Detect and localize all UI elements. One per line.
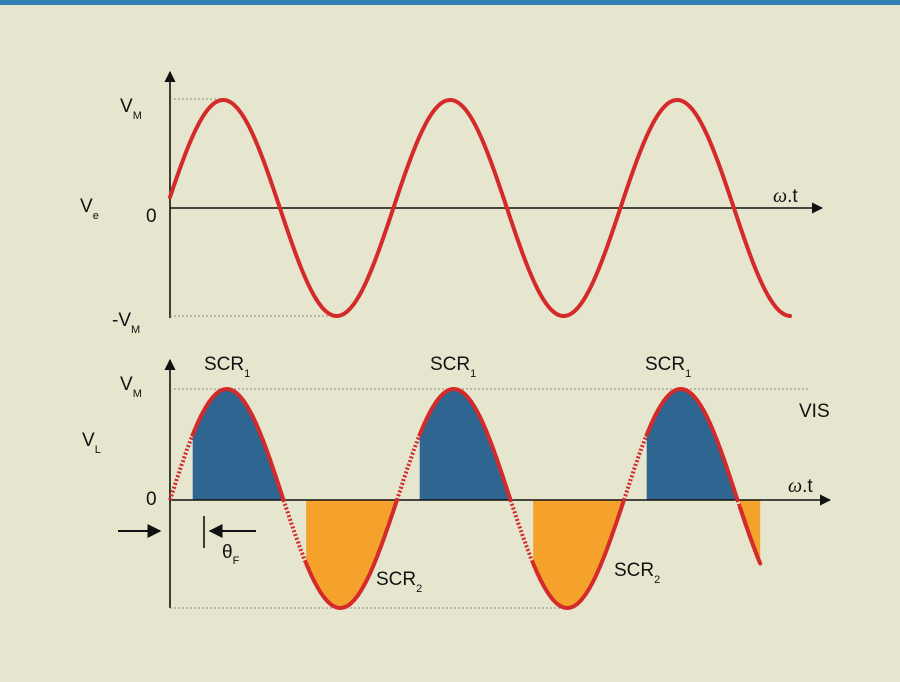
top-sine-wave [168, 98, 792, 318]
conducting-wave-segment [304, 498, 399, 611]
bottom-waveform [168, 386, 763, 611]
top-panel: VM Ve 0 -VM ω.t [80, 70, 824, 336]
blocked-wave-segment [281, 499, 309, 565]
top-y-label: Ve [80, 196, 99, 222]
vis-label: VIS [799, 401, 830, 422]
bottom-x-label: ω.t [788, 475, 813, 497]
top-vmin-label: -VM [112, 310, 140, 336]
top-accent-bar [0, 0, 900, 5]
scr1-conduction-area [646, 389, 738, 500]
conducting-wave-segment [531, 498, 626, 611]
scr2-conduction-area [306, 500, 397, 608]
conducting-wave-segment [644, 386, 740, 502]
bottom-zero-label: 0 [146, 489, 157, 510]
scr1-label: SCR1 [430, 354, 476, 380]
theta-label: θF [222, 542, 240, 567]
scr1-conduction-area [192, 389, 284, 500]
bottom-y-label: VL [82, 430, 101, 456]
scr2-conduction-area [533, 500, 624, 608]
blocked-wave-segment [622, 434, 649, 501]
scr2-label: SCR2 [376, 569, 422, 595]
top-x-label: ω.t [773, 185, 798, 207]
bottom-vmax-label: VM [120, 374, 142, 400]
top-zero-label: 0 [146, 206, 157, 227]
top-vmax-label: VM [120, 96, 142, 122]
blocked-wave-segment [168, 434, 195, 501]
blocked-wave-segment [508, 499, 536, 565]
scr1-conduction-area [419, 389, 511, 500]
bottom-panel: VM VL 0 ω.t VIS θF SCR1 SCR1 SCR1 SCR2 S… [82, 354, 832, 611]
conducting-wave-segment [417, 386, 513, 502]
conducting-wave-segment [738, 505, 763, 566]
scr1-label: SCR1 [204, 354, 250, 380]
scr1-label: SCR1 [645, 354, 691, 380]
conduction-fills [192, 389, 761, 608]
conducting-wave-segment [190, 386, 286, 502]
blocked-wave-segment [395, 434, 422, 501]
scr2-label: SCR2 [614, 560, 660, 586]
